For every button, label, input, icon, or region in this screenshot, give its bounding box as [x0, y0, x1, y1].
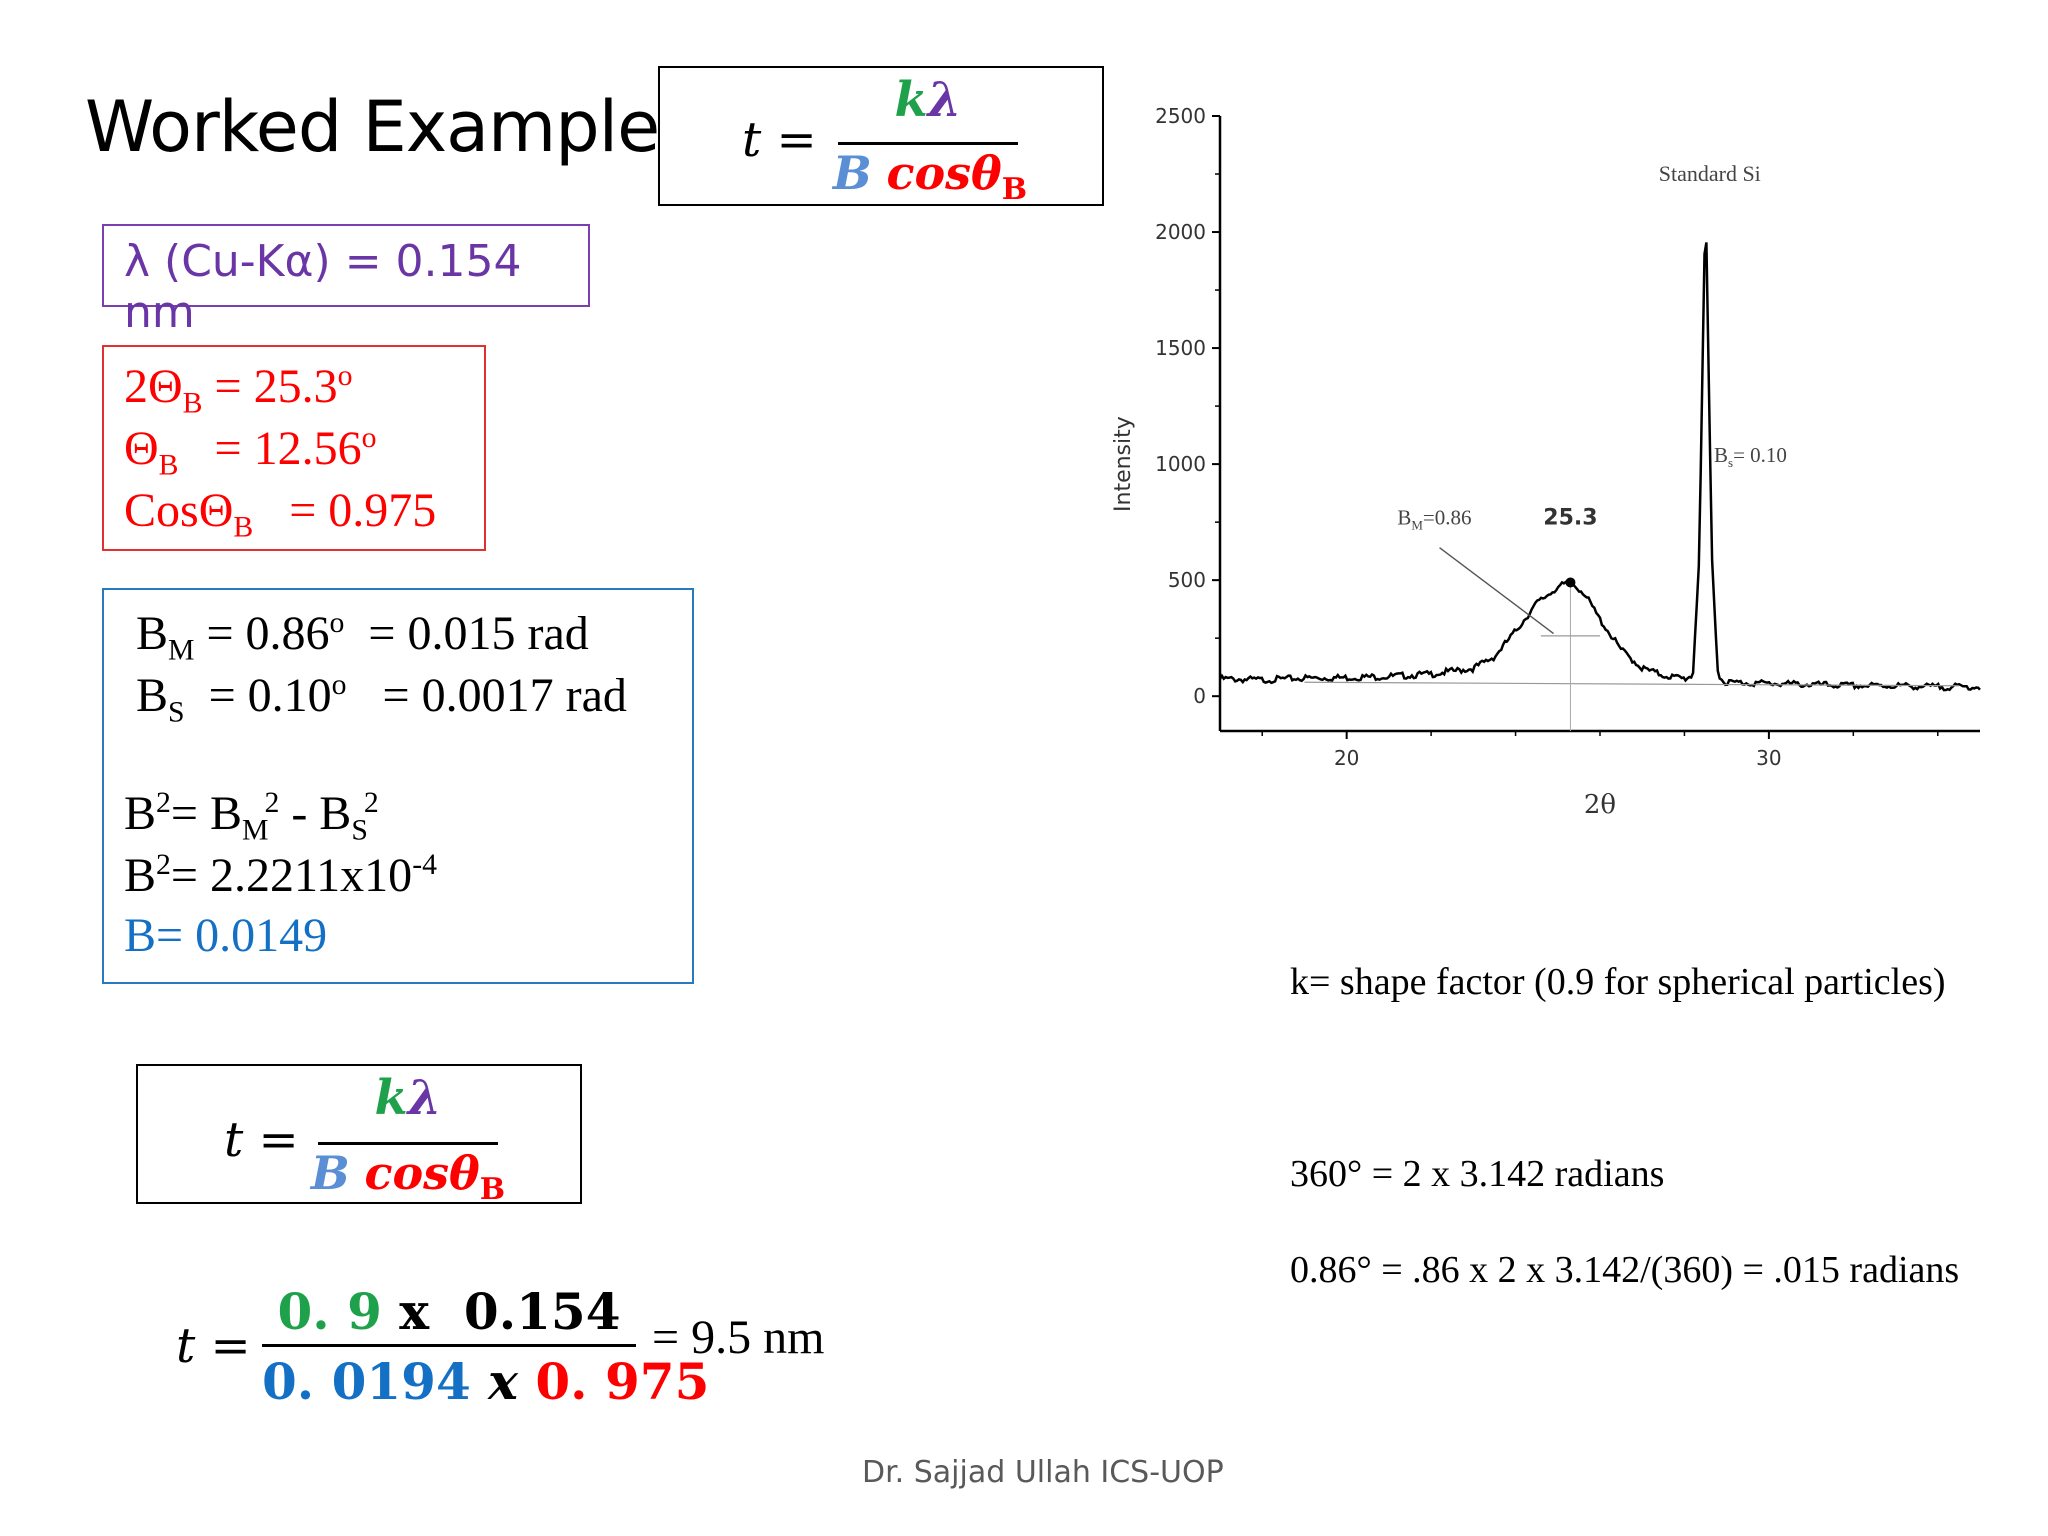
formula-bar — [838, 142, 1018, 145]
x-axis-label: 2θ — [1584, 790, 1616, 820]
formula-numerator: kλ — [838, 72, 1018, 128]
bm-annotation: BM=0.86 — [1397, 505, 1471, 532]
formula-lhs: t = — [742, 112, 817, 168]
theta-line: ΘB = 12.56o — [124, 421, 377, 482]
calc-numerator: 0. 9 x 0.154 — [277, 1282, 621, 1341]
y-axis-label: Intensity — [1111, 416, 1136, 512]
cos-theta-line: CosΘB = 0.975 — [124, 484, 437, 544]
peak-marker — [1565, 577, 1576, 588]
y-tick-label: 2000 — [1155, 220, 1206, 244]
cos-symbol: cosθ — [886, 146, 1002, 200]
formula-lhs: t = — [224, 1112, 299, 1168]
y-tick-label: 1500 — [1155, 336, 1206, 360]
calc-denominator: 0. 0194 x 0. 975 — [262, 1352, 710, 1411]
page-title: Worked Example — [85, 86, 660, 168]
chart-axes — [1218, 116, 1980, 733]
baseline-guide — [1304, 681, 1959, 687]
footer-credit: Dr. Sajjad Ullah ICS-UOP — [862, 1455, 1224, 1490]
y-tick-label: 500 — [1168, 568, 1206, 592]
chart-annotations: 25.3 BM=0.86 Bs= 0.10 Standard Si — [1304, 161, 1959, 731]
formula-numerator: kλ — [318, 1070, 498, 1126]
bs-annotation: Bs= 0.10 — [1714, 443, 1787, 470]
x-tick-label: 20 — [1334, 746, 1359, 770]
y-tick-label: 2500 — [1155, 104, 1206, 128]
b-squared-value: B2= 2.2211x10-4 — [124, 848, 437, 902]
k-symbol: k — [374, 1070, 408, 1126]
formula-box-top: t = kλ B cosθB — [658, 66, 1104, 207]
chart-ticks: 0 500 1000 1500 2000 2500 20 30 2θ Intensity — [1111, 104, 1939, 820]
y-tick-label: 1000 — [1155, 452, 1206, 476]
b-symbol: B — [310, 1146, 350, 1200]
formula-denominator: B cosθB — [830, 146, 1030, 207]
two-theta-line: 2ΘB = 25.3o — [124, 359, 353, 420]
calc-result: = 9.5 nm — [652, 1311, 825, 1364]
calc-bar — [262, 1344, 636, 1347]
theta-subscript: B — [479, 1172, 506, 1208]
shape-factor-note: k= shape factor (0.9 for spherical parti… — [1290, 961, 1946, 1003]
y-tick-label: 0 — [1193, 684, 1206, 708]
xrd-chart: 0 500 1000 1500 2000 2500 20 30 2θ Intensity 25.3… — [1111, 104, 1981, 820]
bm-pointer — [1439, 547, 1554, 635]
wavelength-text: λ (Cu-Kα) = 0.154 nm — [124, 236, 522, 338]
cos-symbol: cosθ — [364, 1146, 480, 1200]
formula-denominator: B cosθB — [308, 1146, 508, 1207]
k-symbol: k — [894, 72, 928, 128]
formula-box-bottom: t = kλ B cosθB — [136, 1064, 582, 1207]
bs-line: BS = 0.10o = 0.0017 rad — [136, 668, 627, 729]
lambda-symbol: λ — [407, 1070, 442, 1126]
bm-conversion-note: 0.86° = .86 x 2 x 3.142/(360) = .015 rad… — [1290, 1249, 1960, 1291]
bm-line: BM = 0.86o = 0.015 rad — [136, 606, 589, 667]
broadening-box: BM = 0.86o = 0.015 rad BS = 0.10o = 0.00… — [102, 588, 694, 984]
b-value: B= 0.0149 — [124, 909, 328, 962]
radian-conversion-note: 360° = 2 x 3.142 radians — [1290, 1153, 1665, 1195]
lambda-symbol: λ — [927, 72, 962, 128]
peak-label: 25.3 — [1543, 505, 1597, 530]
theta-box: 2ΘB = 25.3o ΘB = 12.56o CosΘB = 0.975 — [102, 345, 486, 551]
x-tick-label: 30 — [1756, 746, 1781, 770]
wavelength-box: λ (Cu-Kα) = 0.154 nm — [102, 224, 590, 338]
calc-lhs: t = — [176, 1318, 251, 1374]
theta-subscript: B — [1001, 172, 1028, 208]
formula-bar — [318, 1142, 498, 1145]
xrd-curve — [1218, 242, 1981, 692]
b-symbol: B — [832, 146, 872, 200]
b-squared-equation: B2= BM2 - BS2 — [124, 786, 379, 847]
standard-si-label: Standard Si — [1659, 161, 1761, 186]
